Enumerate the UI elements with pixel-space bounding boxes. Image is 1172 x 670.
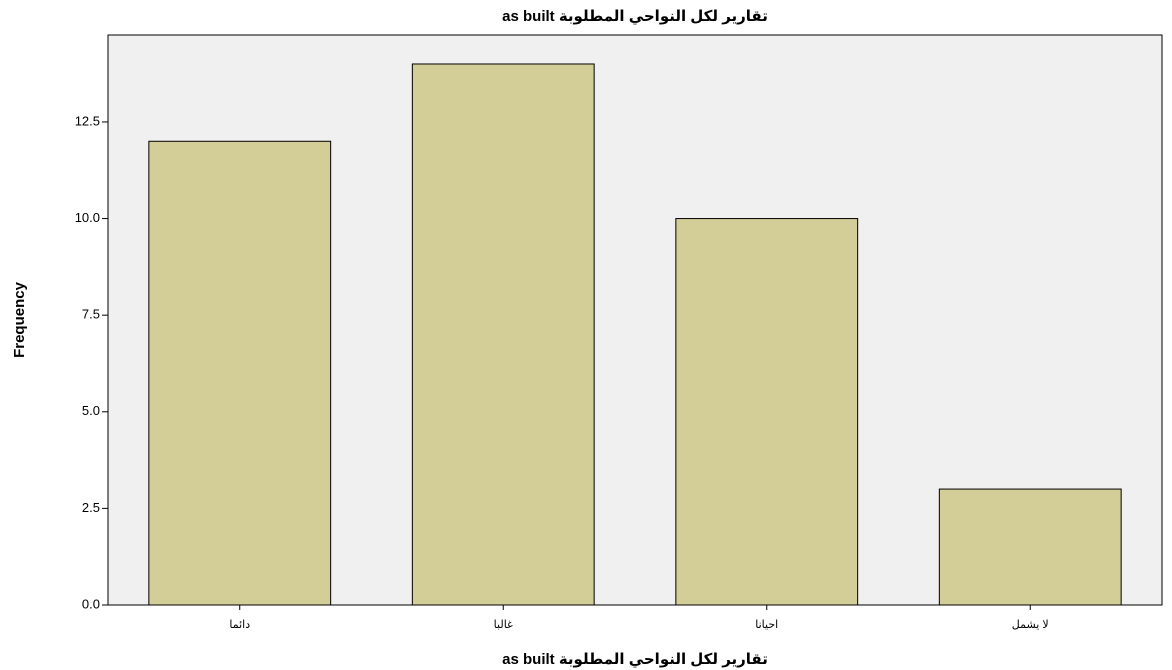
bar (148, 140, 332, 606)
x-tick-label: دائما (229, 619, 250, 631)
y-tick-label: 10.0 (75, 210, 100, 225)
y-tick-label: 5.0 (82, 403, 100, 418)
y-axis-title: Frequency (11, 281, 28, 358)
x-tick-label: غالبا (494, 619, 513, 631)
x-axis-title: تقارير لكل النواحي المطلوبة as built (502, 651, 768, 668)
x-tick-label: لا يشمل (1012, 619, 1049, 631)
bar (938, 488, 1122, 606)
y-tick-label: 2.5 (82, 500, 100, 515)
y-tick-label: 12.5 (75, 113, 100, 128)
y-tick-label: 7.5 (82, 307, 100, 322)
y-tick-label: 0.0 (82, 596, 100, 611)
bar (675, 218, 859, 606)
chart-title: تقارير لكل النواحي المطلوبة as built (502, 8, 768, 25)
x-tick-label: احيانا (755, 619, 778, 631)
bar (411, 63, 595, 606)
